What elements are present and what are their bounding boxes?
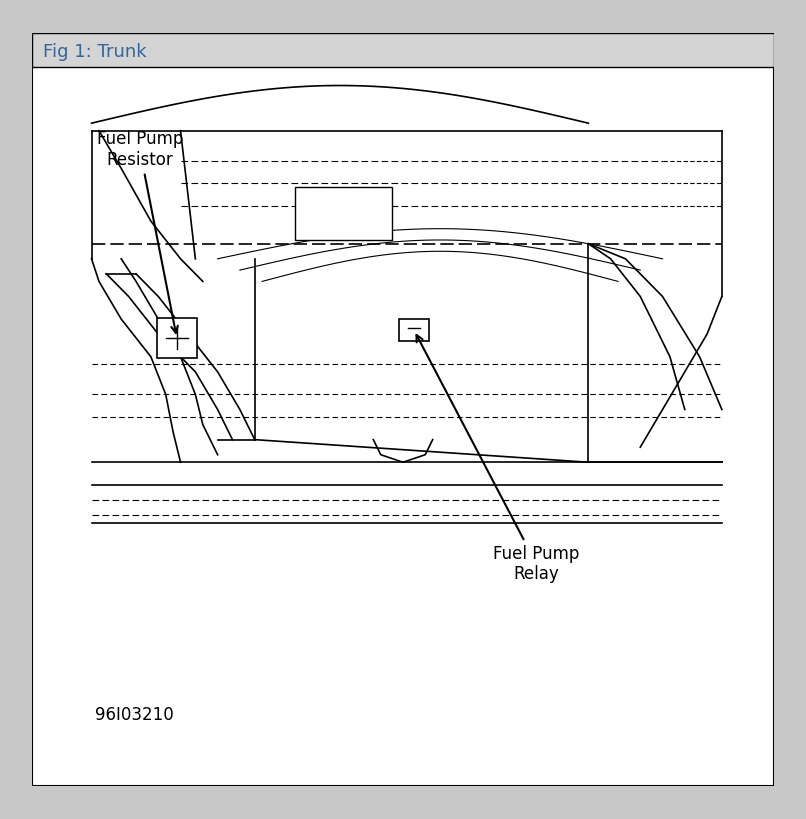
- Text: Fuel Pump
Resistor: Fuel Pump Resistor: [97, 130, 183, 333]
- Text: Fuel Pump
Relay: Fuel Pump Relay: [417, 335, 580, 583]
- FancyBboxPatch shape: [32, 33, 774, 66]
- Text: 96I03210: 96I03210: [95, 706, 174, 724]
- FancyBboxPatch shape: [399, 319, 429, 341]
- FancyBboxPatch shape: [32, 33, 774, 786]
- Text: Fig 1: Trunk: Fig 1: Trunk: [44, 43, 147, 61]
- FancyBboxPatch shape: [157, 318, 197, 358]
- FancyBboxPatch shape: [296, 188, 392, 240]
